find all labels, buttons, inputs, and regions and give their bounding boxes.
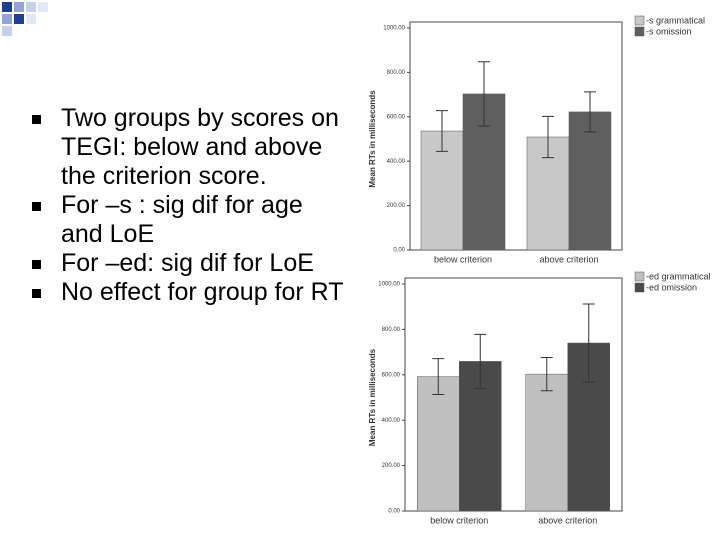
x-tick-label: below criterion (430, 515, 488, 525)
y-tick-label: 800.00 (387, 70, 406, 76)
y-tick-label: 200.00 (387, 203, 406, 209)
decoration (2, 2, 48, 36)
bullet: For –s : sig dif for age and LoE (28, 191, 348, 249)
y-axis-label: Mean RTs in milliseconds (368, 348, 377, 446)
error-bar (432, 358, 445, 396)
legend-label: -ed omission (646, 282, 697, 292)
error-bar (478, 61, 490, 127)
x-tick-label: above criterion (539, 254, 598, 264)
y-tick-label: 400.00 (387, 159, 406, 165)
legend-swatch (634, 15, 645, 26)
error-bar (540, 357, 553, 392)
bullet: For –ed: sig dif for LoE (28, 249, 348, 278)
bar (525, 373, 568, 512)
y-tick-label: 1000.00 (378, 282, 400, 288)
plot-area (409, 21, 623, 251)
y-tick-label: 0.00 (388, 509, 400, 515)
y-tick-label: 400.00 (382, 418, 401, 424)
y-tick-label: 800.00 (382, 327, 401, 333)
y-tick-label: 600.00 (382, 372, 401, 378)
error-bar (474, 333, 487, 389)
bar (417, 376, 460, 512)
legend-swatch (634, 271, 645, 282)
error-bar (582, 303, 595, 383)
error-bar (584, 91, 596, 133)
bullet-list: Two groups by scores on TEGI: below and … (28, 104, 348, 307)
x-tick-label: above criterion (538, 515, 597, 525)
chart: 0.00 200.00 400.00 600.00 800.00 1000.00 Mean … (368, 271, 711, 525)
error-bar (436, 110, 448, 152)
x-tick-label: below criterion (434, 254, 492, 264)
plot-area (404, 277, 623, 512)
y-tick-label: 200.00 (382, 463, 401, 469)
y-tick-label: 600.00 (387, 114, 406, 120)
legend-swatch (634, 26, 645, 37)
y-tick-label: 1000.00 (383, 26, 405, 32)
bar (568, 111, 612, 251)
bullet: Two groups by scores on TEGI: below and … (28, 104, 348, 191)
legend-label: -s omission (646, 26, 692, 36)
legend-swatch (634, 282, 645, 293)
y-tick-label: 0.00 (393, 248, 405, 254)
legend-label: -s grammatical (646, 15, 705, 25)
legend-label: -ed grammatical (646, 271, 711, 281)
bullet: No effect for group for RT (28, 278, 348, 307)
y-axis-label: Mean RTs in milliseconds (368, 90, 377, 188)
chart: 0.00 200.00 400.00 600.00 800.00 1000.00 Mean … (368, 15, 705, 264)
error-bar (542, 115, 554, 159)
